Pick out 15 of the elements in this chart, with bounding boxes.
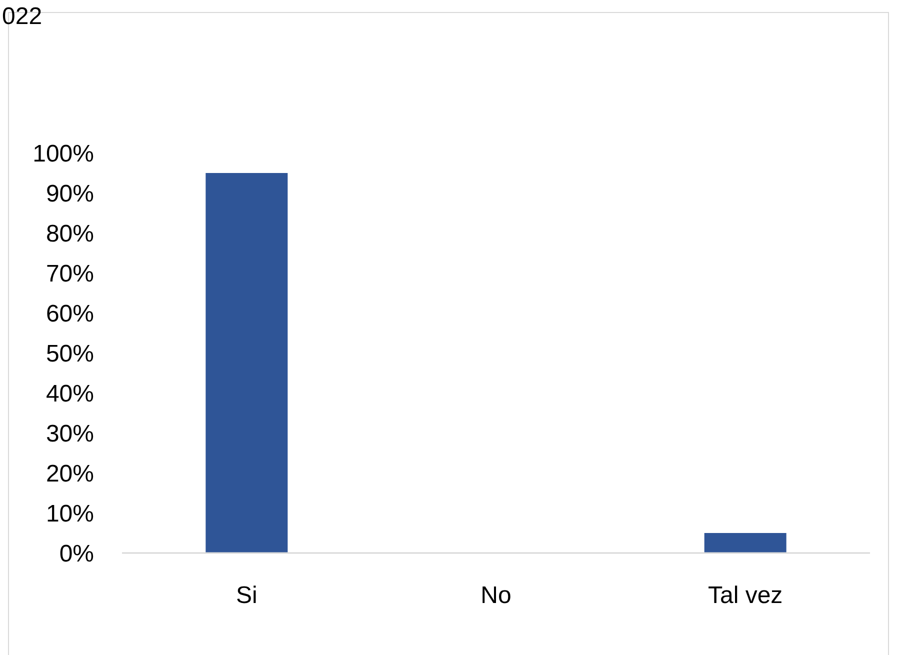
y-tick-label: 50% (46, 340, 94, 368)
x-tick-label: Tal vez (708, 582, 783, 609)
y-tick-label: 70% (46, 260, 94, 288)
y-tick-label: 40% (46, 380, 94, 408)
y-tick-label: 60% (46, 300, 94, 328)
y-tick-label: 30% (46, 420, 94, 448)
x-tick-label: Si (236, 582, 258, 609)
chart-title: 022 (2, 3, 42, 30)
y-tick-label: 20% (46, 460, 94, 488)
y-tick-label: 80% (46, 220, 94, 248)
y-tick-label: 100% (32, 140, 94, 168)
y-tick-label: 0% (59, 540, 94, 568)
y-tick-label: 10% (46, 500, 94, 528)
x-tick-label: No (480, 582, 512, 609)
y-tick-label: 90% (46, 180, 94, 208)
